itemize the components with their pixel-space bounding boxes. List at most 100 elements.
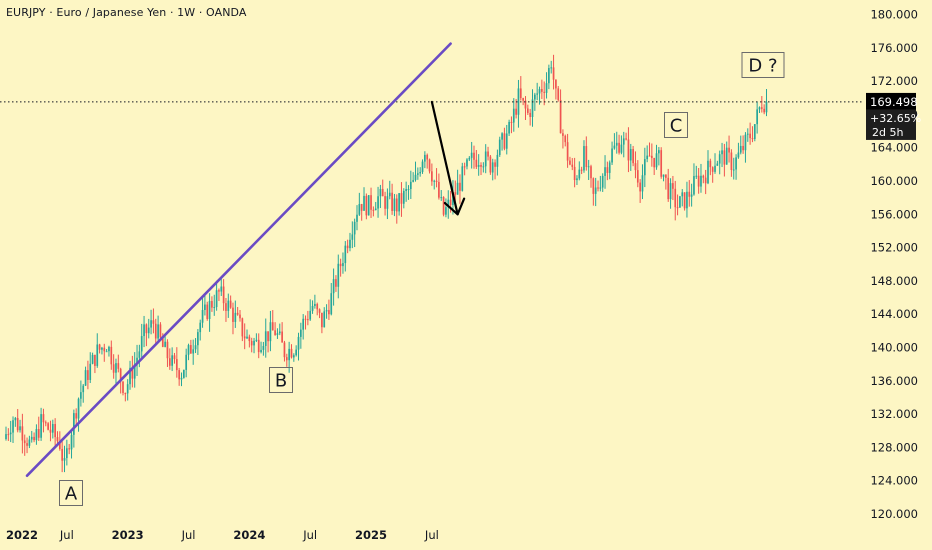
candle-body [374,208,377,211]
candle-body [337,263,340,287]
candle-body [573,166,576,181]
candle-body [51,424,54,433]
candle-body [438,181,440,198]
candle-body [94,354,96,366]
candle-body [35,429,38,441]
candle-body [555,79,557,89]
candle-body [211,301,213,308]
candle-body [433,180,436,182]
candle-body [339,263,342,267]
candle-body [21,426,24,441]
candle-body [173,355,176,360]
candle-body [648,155,651,157]
price-label-detail-box [866,109,916,140]
candle-body [344,245,347,264]
candle-body [285,357,288,361]
candle-body [28,439,31,446]
candle-body [147,327,150,334]
candle-body [40,414,42,438]
candle-body [578,169,581,179]
candle-body [98,344,101,350]
candle-body [627,139,630,161]
candle-body [267,331,269,342]
candle-body [503,133,506,149]
candle-body [669,183,672,200]
candle-body [590,166,592,179]
candle-body [297,336,300,350]
candle-body [723,150,726,165]
time-axis-label: 2024 [233,528,265,542]
wave-label-box [741,52,785,78]
candle-body [482,166,485,168]
projection-arrowhead [443,197,466,216]
candle-body [332,279,335,294]
candle-body [384,196,386,209]
candle-body [161,337,164,347]
candle-body [260,349,262,353]
candle-body [564,135,567,143]
price-axis-label: 180.000 [870,8,918,22]
candle-body [281,331,283,343]
candle-body [489,156,492,173]
candle-body [117,363,120,369]
candle-body [456,182,459,195]
candle-body [68,448,71,450]
candle-body [758,107,761,110]
candle-body [732,169,735,171]
candle-body [562,133,564,136]
candle-body [686,191,688,209]
price-axis-label: 120.000 [870,507,918,521]
candle-body [419,171,422,174]
candle-body [688,191,691,197]
candle-body [660,150,663,177]
candle-body [620,144,623,153]
candle-body [629,149,632,161]
candle-body [407,189,410,191]
candle-body [557,88,560,100]
price-label-box [866,92,916,110]
candle-body [122,381,124,393]
candle-body [377,196,379,209]
candle-body [335,279,337,287]
candle-body [91,354,94,364]
time-axis-label: 2022 [6,528,38,542]
candle-body [501,133,503,140]
candle-body [735,157,737,170]
candle-body [707,160,709,184]
candle-body [641,175,644,192]
candle-body [302,318,305,330]
candle-body [307,319,309,321]
candle-body [391,192,393,211]
candle-body [381,188,384,197]
candle-body [80,392,82,399]
candle-body [524,100,527,109]
price-label-value: 169.498 [870,95,918,109]
candle-body [480,164,482,167]
candle-body [730,152,733,170]
candle-body [213,307,216,309]
candle-body [552,67,555,80]
candle-body [466,159,468,167]
candle-body [274,330,276,335]
candle-body [321,312,323,328]
candle-body [515,108,517,115]
candle-body [159,324,162,338]
candle-body [180,377,183,380]
candle-body [739,145,742,153]
price-axis-label: 156.000 [870,207,918,221]
candle-body [379,188,382,197]
projection-arrow [430,100,459,216]
candle-body [655,153,658,168]
candle-body [246,336,248,339]
candle-body [426,154,429,160]
candle-body [538,89,541,94]
candle-body [548,68,550,84]
candle-body [676,207,679,209]
candle-body [711,167,714,172]
candle-body [519,88,522,99]
candle-body [328,310,330,315]
candle-body [23,440,26,444]
candle-body [697,175,700,187]
